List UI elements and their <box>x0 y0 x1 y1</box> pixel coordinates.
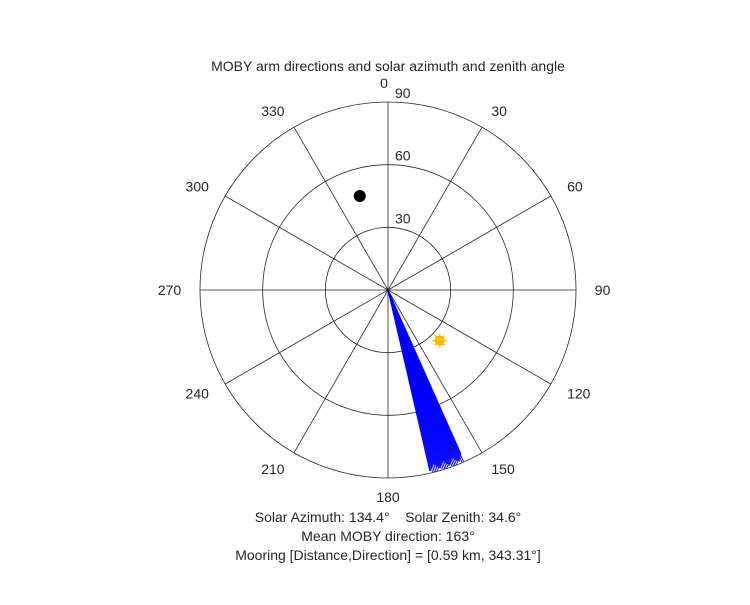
angle-tick-label-240: 240 <box>186 385 210 401</box>
angle-tick-label-270: 270 <box>158 282 182 298</box>
angle-tick-label-60: 60 <box>567 179 583 195</box>
angle-tick-label-300: 300 <box>186 179 210 195</box>
spoke-300 <box>225 196 388 290</box>
angle-tick-label-120: 120 <box>567 385 591 401</box>
angle-tick-label-90: 90 <box>595 282 611 298</box>
solar-info-annotation: Solar Azimuth: 134.4° Solar Zenith: 34.6… <box>255 509 521 525</box>
angle-tick-label-180: 180 <box>376 489 400 505</box>
angle-tick-label-210: 210 <box>261 461 285 477</box>
spoke-240 <box>225 290 388 384</box>
range-tick-label-90: 90 <box>395 85 411 101</box>
polar-data <box>354 190 464 472</box>
mean-direction-annotation: Mean MOBY direction: 163° <box>301 528 474 544</box>
mooring-annotation: Mooring [Distance,Direction] = [0.59 km,… <box>235 547 541 563</box>
angle-tick-label-150: 150 <box>491 461 515 477</box>
angle-tick-label-330: 330 <box>261 103 285 119</box>
range-tick-label-60: 60 <box>395 148 411 164</box>
spoke-210 <box>294 290 388 453</box>
spoke-60 <box>388 196 551 290</box>
chart-title: MOBY arm directions and solar azimuth an… <box>211 58 565 74</box>
angle-tick-label-0: 0 <box>380 75 388 91</box>
range-tick-label-30: 30 <box>395 210 411 226</box>
spoke-330 <box>294 127 388 290</box>
mooring-marker <box>354 190 366 202</box>
sun-icon <box>433 334 447 348</box>
angle-tick-label-30: 30 <box>491 103 507 119</box>
